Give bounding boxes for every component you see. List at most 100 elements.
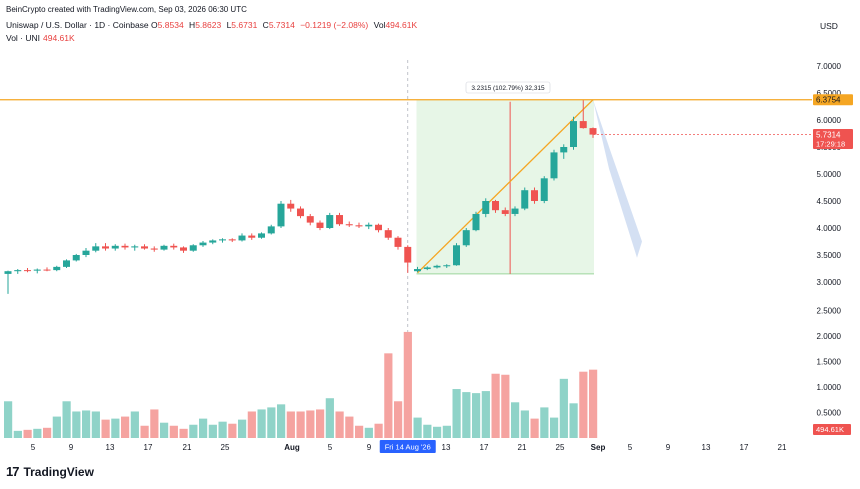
volume-bar <box>23 429 32 438</box>
volume-bar <box>257 409 266 438</box>
volume-tag-label: 494.61K <box>816 425 844 434</box>
volume-tag <box>813 424 851 435</box>
candle-body <box>14 270 22 272</box>
candle-body <box>462 230 470 246</box>
volume-bar <box>228 423 237 438</box>
candle-body <box>72 255 80 261</box>
measure-label-box <box>465 81 551 94</box>
candle-body <box>550 152 558 179</box>
volume-bar <box>52 416 61 438</box>
last-price-label: 5.7314 <box>816 131 841 140</box>
volume-bar <box>589 369 598 438</box>
volume-bar <box>550 417 559 438</box>
candle-body <box>277 203 285 227</box>
candle-body <box>589 128 597 135</box>
ohlc-legend: Uniswap / U.S. Dollar · 1D · Coinbase O5… <box>6 20 420 30</box>
volume-bar <box>306 410 315 438</box>
projection-shape <box>593 99 642 258</box>
candle-body <box>189 245 197 251</box>
time-tick: 17 <box>144 443 153 452</box>
price-tick: 1.5000 <box>817 358 842 367</box>
candle-body <box>540 178 548 201</box>
time-tick: 21 <box>518 443 527 452</box>
currency-label[interactable]: USD <box>820 21 838 31</box>
volume-bar <box>72 411 81 438</box>
candle-body <box>316 222 324 228</box>
candle-body <box>180 247 187 251</box>
candle-body <box>414 269 421 272</box>
time-tick: Sep <box>591 443 606 452</box>
candle-body <box>82 250 90 255</box>
close-label: C <box>262 20 269 30</box>
candle-body <box>228 239 236 241</box>
candle-body <box>219 239 226 241</box>
time-tick: 9 <box>367 443 372 452</box>
price-tick: 0.5000 <box>817 409 842 418</box>
price-tick: 4.5000 <box>817 197 842 206</box>
candle-body <box>150 248 158 250</box>
volume-bar <box>325 398 334 438</box>
price-tick: 2.0000 <box>817 332 842 341</box>
volume-bar <box>238 419 247 438</box>
candle-body <box>345 224 353 226</box>
volume-bar <box>277 404 286 438</box>
volume-bar <box>43 427 52 438</box>
candle-body <box>521 190 529 209</box>
volume-bar <box>559 378 568 438</box>
candle-body <box>287 203 295 209</box>
volume-bar <box>316 409 325 438</box>
time-tick: 9 <box>69 443 74 452</box>
volume-bar <box>579 371 588 438</box>
time-tick: 5 <box>328 443 333 452</box>
candle-body <box>258 233 265 238</box>
volume-bar <box>208 424 217 438</box>
change-value: −0.1219 (−2.08%) <box>300 20 369 30</box>
volume-bar <box>4 401 13 438</box>
tradingview-brand: 17 TradingView <box>6 464 94 479</box>
low-label: L <box>226 20 232 30</box>
candle-body <box>511 208 519 214</box>
volume-series-label[interactable]: Vol · UNI <box>6 33 41 43</box>
candle-body <box>92 246 100 251</box>
volume-bar <box>91 411 100 438</box>
candle-body <box>433 265 441 268</box>
close-value: 5.7314 <box>268 20 295 30</box>
volume-bar <box>413 417 422 438</box>
candle-body <box>4 271 12 274</box>
time-tick: 17 <box>480 443 489 452</box>
volume-label: Vol <box>373 20 386 30</box>
price-tick: 6.0000 <box>817 116 842 125</box>
candle-body <box>375 224 382 231</box>
resistance-tag-label: 6.3754 <box>816 96 841 105</box>
volume-bar <box>33 428 42 438</box>
volume-legend: Vol · UNI 494.61K <box>6 33 75 43</box>
price-tick: 3.0000 <box>817 278 842 287</box>
symbol-label[interactable]: Uniswap / U.S. Dollar · 1D · Coinbase <box>6 20 149 30</box>
volume-bar <box>179 428 188 438</box>
time-tick: 17 <box>740 443 749 452</box>
price-tick: 7.0000 <box>817 62 842 71</box>
candle-body <box>131 246 139 248</box>
volume-bar <box>189 424 198 438</box>
candle-body <box>404 246 412 263</box>
candle-body <box>24 270 31 272</box>
volume-bar <box>452 389 461 438</box>
candle-body <box>160 245 168 250</box>
candle-body <box>297 208 304 217</box>
volume-bar <box>247 411 256 438</box>
volume-bar <box>121 416 130 438</box>
low-value: 5.6731 <box>231 20 258 30</box>
volume-bar <box>423 424 432 438</box>
volume-bar <box>530 418 539 438</box>
volume-bar <box>355 425 364 438</box>
price-tick: 4.0000 <box>817 224 842 233</box>
volume-bar <box>384 353 393 438</box>
volume-bar <box>491 373 500 438</box>
crosshair-date-tag <box>379 440 436 453</box>
candle-body <box>238 235 246 241</box>
candle-body <box>170 245 178 248</box>
volume-bar <box>199 418 208 438</box>
time-tick: 21 <box>778 443 787 452</box>
candle-body <box>443 265 451 267</box>
